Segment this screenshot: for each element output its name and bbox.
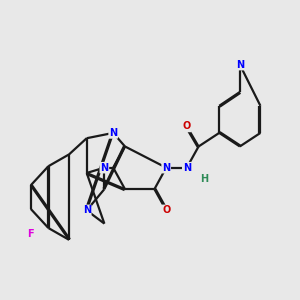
Text: N: N <box>162 163 170 173</box>
Text: H: H <box>200 174 208 184</box>
Text: N: N <box>109 128 117 138</box>
Text: N: N <box>236 60 244 70</box>
Text: F: F <box>27 229 34 239</box>
Text: O: O <box>183 122 191 131</box>
Text: N: N <box>82 206 91 215</box>
Text: N: N <box>100 163 108 173</box>
Text: O: O <box>162 206 170 215</box>
Text: N: N <box>183 163 191 173</box>
